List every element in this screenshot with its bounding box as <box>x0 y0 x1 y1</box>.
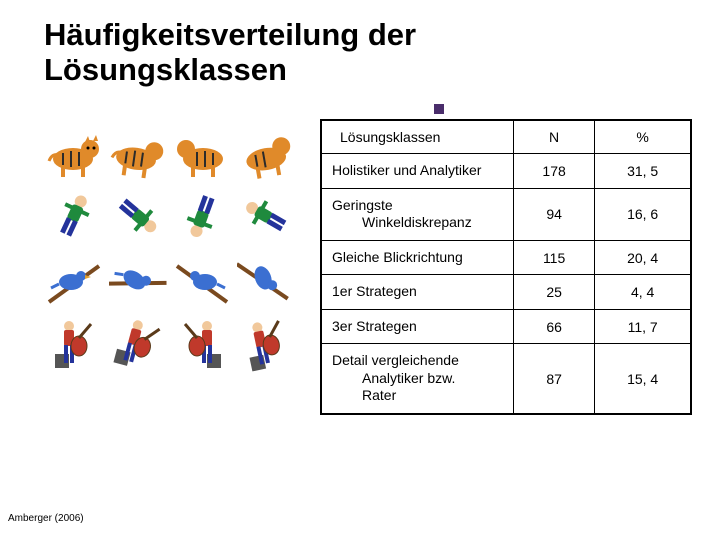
person-tumble-icon <box>108 187 168 245</box>
tiger-icon <box>172 123 232 181</box>
col-header-pct: % <box>595 120 691 154</box>
cell-category: 1er Strategen <box>321 275 513 310</box>
bird-branch-icon <box>108 251 168 309</box>
table-row: GeringsteWinkeldiskrepanz9416, 6 <box>321 188 691 240</box>
cell-n: 66 <box>513 309 594 344</box>
cell-pct: 4, 4 <box>595 275 691 310</box>
cell-n: 25 <box>513 275 594 310</box>
stimuli-row-tigers <box>44 123 302 181</box>
tiger-icon <box>236 123 296 181</box>
person-tumble-icon <box>44 187 104 245</box>
tiger-icon <box>108 123 168 181</box>
stimuli-row-birds <box>44 251 302 309</box>
person-tumble-icon <box>236 187 296 245</box>
stimuli-column <box>44 123 302 415</box>
cell-n: 94 <box>513 188 594 240</box>
citation-text: Amberger (2006) <box>8 513 84 524</box>
guitar-player-icon <box>44 315 104 373</box>
cell-n: 178 <box>513 154 594 189</box>
table-row: Detail vergleichendeAnalytiker bzw.Rater… <box>321 344 691 414</box>
frequency-table: Lösungsklassen N % Holistiker und Analyt… <box>320 119 692 415</box>
cell-category: Gleiche Blickrichtung <box>321 240 513 275</box>
title-line-1: Häufigkeitsverteilung der <box>44 17 416 52</box>
bird-branch-icon <box>236 251 296 309</box>
guitar-player-icon <box>236 315 296 373</box>
cell-pct: 11, 7 <box>595 309 691 344</box>
table-row: Holistiker und Analytiker17831, 5 <box>321 154 691 189</box>
guitar-player-icon <box>172 315 232 373</box>
cell-category: GeringsteWinkeldiskrepanz <box>321 188 513 240</box>
table-row: 3er Strategen6611, 7 <box>321 309 691 344</box>
cell-pct: 15, 4 <box>595 344 691 414</box>
tiger-icon <box>44 123 104 181</box>
table-row: 1er Strategen254, 4 <box>321 275 691 310</box>
bird-branch-icon <box>44 251 104 309</box>
frequency-table-wrap: Lösungsklassen N % Holistiker und Analyt… <box>320 119 692 415</box>
guitar-player-icon <box>108 315 168 373</box>
content-row: Lösungsklassen N % Holistiker und Analyt… <box>44 123 692 415</box>
cell-n: 87 <box>513 344 594 414</box>
title-accent-square <box>434 104 444 114</box>
col-header-n: N <box>513 120 594 154</box>
cell-n: 115 <box>513 240 594 275</box>
cell-category: 3er Strategen <box>321 309 513 344</box>
cell-category: Holistiker und Analytiker <box>321 154 513 189</box>
stimuli-row-persons <box>44 187 302 245</box>
cell-category: Detail vergleichendeAnalytiker bzw.Rater <box>321 344 513 414</box>
stimuli-row-guitarists <box>44 315 302 373</box>
slide: Häufigkeitsverteilung der Lösungsklassen <box>0 0 720 540</box>
bird-branch-icon <box>172 251 232 309</box>
col-header-class: Lösungsklassen <box>321 120 513 154</box>
table-body: Holistiker und Analytiker17831, 5Gerings… <box>321 154 691 414</box>
slide-title: Häufigkeitsverteilung der Lösungsklassen <box>44 18 692 87</box>
table-header-row: Lösungsklassen N % <box>321 120 691 154</box>
title-line-2: Lösungsklassen <box>44 52 287 87</box>
cell-pct: 16, 6 <box>595 188 691 240</box>
person-tumble-icon <box>172 187 232 245</box>
table-row: Gleiche Blickrichtung11520, 4 <box>321 240 691 275</box>
cell-pct: 20, 4 <box>595 240 691 275</box>
cell-pct: 31, 5 <box>595 154 691 189</box>
